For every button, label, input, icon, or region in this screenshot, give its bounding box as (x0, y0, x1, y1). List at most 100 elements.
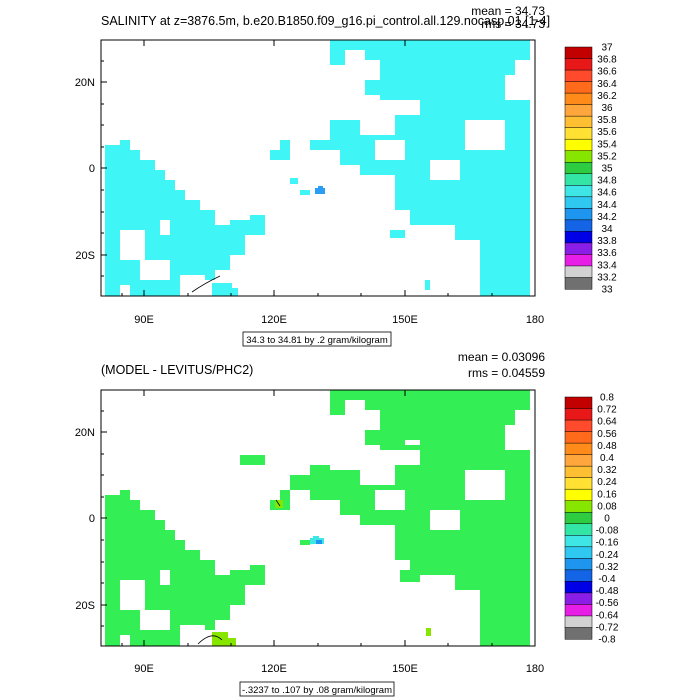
colorbar-swatch (564, 488, 593, 502)
colorbar-swatch (564, 173, 593, 186)
x-axis: 90E 120E 150E 180 (121, 40, 544, 326)
colorbar-label: 36.6 (597, 67, 617, 78)
land-3 (430, 160, 460, 180)
land-2 (375, 140, 405, 160)
colorbar-swatch (564, 265, 593, 279)
colorbar-label: 0.4 (600, 453, 614, 464)
x-tick-label: 90E (134, 663, 154, 675)
colorbar-swatch (564, 277, 593, 290)
colorbar-swatch (564, 465, 593, 479)
colorbar-label: 35.4 (597, 139, 617, 150)
low-salinity-spots (315, 186, 325, 194)
land-7 (160, 220, 170, 235)
colorbar-label: -0.8 (598, 635, 616, 646)
colorbar-label: 36.8 (597, 55, 617, 66)
colorbar-swatch (564, 419, 593, 433)
contour-info: -.3237 to .107 by .08 gram/kilogram (242, 685, 392, 696)
land-6 (180, 275, 205, 296)
land-4 (120, 230, 145, 260)
colorbar-swatch (564, 511, 593, 525)
map-area (100, 39, 536, 297)
sea-south-patch (212, 283, 238, 296)
colorbar-label: 0.8 (600, 393, 614, 404)
colorbar-swatch (564, 523, 593, 536)
sea-island-7 (455, 230, 480, 240)
map-area (100, 389, 536, 647)
colorbar-label: 0.16 (597, 489, 617, 500)
y-tick-label: 0 (89, 513, 95, 525)
contour-line (275, 499, 281, 507)
colorbar-label: 34.6 (597, 188, 617, 199)
colorbar-swatch (564, 592, 593, 605)
colorbar-swatch (564, 81, 593, 94)
colorbar-label: 36.2 (597, 91, 617, 102)
colorbar-label: -0.72 (596, 622, 619, 633)
y-axis: 20N 0 20S (75, 60, 107, 277)
land-3 (430, 510, 460, 530)
colorbar-label: -0.24 (596, 550, 619, 561)
colorbar-label: 0.24 (597, 477, 617, 488)
colorbar-swatch (564, 242, 593, 255)
x-tick-label: 90E (134, 314, 154, 326)
colorbar-label: 33.2 (597, 272, 617, 283)
colorbar-label: -0.32 (596, 562, 619, 573)
colorbar-swatch (564, 46, 593, 60)
mean-value: mean = 0.03096 (458, 350, 545, 364)
colorbar-label: 36 (601, 103, 613, 114)
land-4 (120, 580, 145, 610)
colorbar-swatch (564, 58, 593, 71)
colorbar-label: 33 (601, 285, 613, 296)
colorbar-label: -0.4 (598, 574, 616, 585)
x-tick-label: 150E (392, 314, 418, 326)
colorbar-swatch (564, 627, 593, 640)
colorbar-swatch (564, 254, 593, 267)
colorbar-swatch (564, 546, 593, 559)
colorbar-swatch (564, 477, 593, 490)
colorbar-label: -0.16 (596, 538, 619, 549)
colorbar-label: 34.8 (597, 176, 617, 187)
sea-island-3 (240, 455, 265, 465)
colorbar-swatch (564, 431, 593, 444)
colorbar-label: 35.6 (597, 127, 617, 138)
colorbar-swatch (564, 396, 593, 410)
colorbar-swatch (564, 138, 593, 152)
y-tick-label: 20N (75, 77, 95, 89)
land-masks (120, 440, 505, 646)
sea-island-4 (300, 540, 310, 545)
dark-spot (316, 540, 322, 544)
land-2 (375, 490, 405, 510)
colorbar-swatch (564, 104, 593, 117)
colorbar-label: 34.2 (597, 212, 617, 223)
colorbar-swatch (564, 115, 593, 129)
colorbar-label: 33.4 (597, 260, 617, 271)
land-masks (120, 120, 505, 296)
sea-island-7 (455, 580, 480, 590)
colorbar-swatch (564, 69, 593, 83)
colorbar-label: 37 (601, 43, 613, 54)
colorbar-swatch (564, 442, 593, 456)
panel-salinity: SALINITY at z=3876.5m, b.e20.B1850.f09_g… (75, 4, 617, 347)
sea-island-4 (300, 190, 310, 195)
contour-info-box: -.3237 to .107 by .08 gram/kilogram (239, 681, 395, 697)
land-1 (465, 120, 505, 150)
x-tick-label: 120E (261, 663, 287, 675)
land-8 (405, 440, 420, 445)
colorbar-swatch (564, 231, 593, 244)
contour-info: 34.3 to 34.81 by .2 gram/kilogram (246, 335, 388, 346)
rms-value: rms = 34.73 (481, 17, 545, 31)
sea-island-5 (405, 535, 417, 540)
x-tick-label: 150E (392, 663, 418, 675)
colorbar-label: -0.48 (596, 586, 619, 597)
colorbar-label: 0.08 (597, 501, 617, 512)
sea-island-5 (405, 185, 417, 190)
colorbar-label: -0.08 (596, 526, 619, 537)
colorbar-swatch (564, 454, 593, 467)
colorbar-label: 0.72 (597, 405, 617, 416)
colorbar-label: 0.32 (597, 465, 617, 476)
colorbar-swatch (564, 615, 593, 629)
contour-info-box: 34.3 to 34.81 by .2 gram/kilogram (242, 331, 392, 347)
colorbar-label: 0 (604, 514, 610, 525)
colorbar-swatch (564, 535, 593, 548)
sea-island-8 (425, 280, 430, 290)
contour-line (191, 275, 221, 293)
